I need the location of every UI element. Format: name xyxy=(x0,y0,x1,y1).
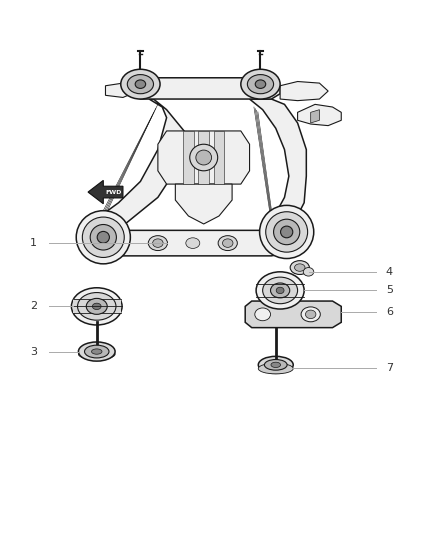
Ellipse shape xyxy=(76,211,131,264)
Ellipse shape xyxy=(258,364,293,374)
Text: 3: 3 xyxy=(30,346,37,357)
Polygon shape xyxy=(245,301,341,328)
Polygon shape xyxy=(280,82,328,101)
Ellipse shape xyxy=(294,264,305,271)
Ellipse shape xyxy=(256,272,304,309)
Ellipse shape xyxy=(271,362,281,368)
Polygon shape xyxy=(88,180,123,204)
Ellipse shape xyxy=(78,349,115,360)
Ellipse shape xyxy=(241,69,280,99)
Ellipse shape xyxy=(190,144,218,171)
Ellipse shape xyxy=(196,150,212,165)
Polygon shape xyxy=(132,78,280,99)
Ellipse shape xyxy=(274,219,300,245)
Text: 7: 7 xyxy=(386,362,393,373)
Text: 2: 2 xyxy=(30,301,37,311)
Text: 6: 6 xyxy=(386,306,393,317)
Ellipse shape xyxy=(127,75,153,94)
Ellipse shape xyxy=(90,224,117,250)
Ellipse shape xyxy=(260,205,314,259)
Text: 5: 5 xyxy=(386,286,393,295)
Ellipse shape xyxy=(186,238,200,248)
Polygon shape xyxy=(198,131,209,184)
Ellipse shape xyxy=(135,80,146,88)
Polygon shape xyxy=(73,300,121,313)
Polygon shape xyxy=(183,131,194,184)
Ellipse shape xyxy=(86,298,107,314)
Text: FWD: FWD xyxy=(105,190,121,195)
Ellipse shape xyxy=(82,217,124,257)
Ellipse shape xyxy=(148,236,167,251)
Polygon shape xyxy=(250,99,306,245)
Ellipse shape xyxy=(290,261,309,274)
Polygon shape xyxy=(106,83,132,98)
Polygon shape xyxy=(311,110,319,123)
Text: 4: 4 xyxy=(386,267,393,277)
Ellipse shape xyxy=(97,231,110,243)
Polygon shape xyxy=(84,99,184,245)
Polygon shape xyxy=(88,230,297,256)
Ellipse shape xyxy=(305,310,316,319)
Ellipse shape xyxy=(85,345,109,358)
Ellipse shape xyxy=(223,239,233,247)
Ellipse shape xyxy=(152,239,163,247)
Text: 1: 1 xyxy=(30,238,37,247)
Ellipse shape xyxy=(78,293,116,320)
Ellipse shape xyxy=(92,349,102,354)
Polygon shape xyxy=(158,131,250,184)
Ellipse shape xyxy=(258,357,293,373)
Polygon shape xyxy=(175,184,232,224)
Ellipse shape xyxy=(78,342,115,361)
Ellipse shape xyxy=(71,288,122,325)
Ellipse shape xyxy=(255,80,266,88)
Ellipse shape xyxy=(263,277,297,304)
Ellipse shape xyxy=(281,226,293,238)
Ellipse shape xyxy=(121,69,160,99)
Ellipse shape xyxy=(92,303,101,310)
Ellipse shape xyxy=(265,360,287,370)
Polygon shape xyxy=(214,131,224,184)
Ellipse shape xyxy=(271,283,290,298)
Ellipse shape xyxy=(301,307,320,322)
Ellipse shape xyxy=(218,236,237,251)
Polygon shape xyxy=(297,104,341,126)
Ellipse shape xyxy=(303,268,314,276)
Ellipse shape xyxy=(247,75,274,94)
Ellipse shape xyxy=(266,212,307,252)
Ellipse shape xyxy=(276,287,284,294)
Ellipse shape xyxy=(255,308,271,321)
